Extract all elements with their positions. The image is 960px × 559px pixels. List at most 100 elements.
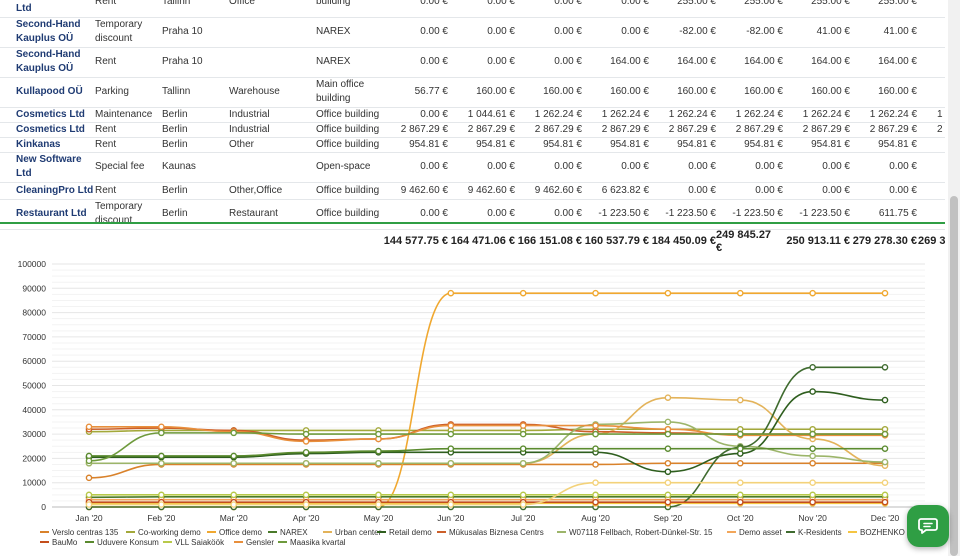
x-tick-label: Jul '20: [511, 513, 536, 523]
company-link[interactable]: CleaningPro Ltd: [16, 182, 94, 199]
data-point: [665, 395, 670, 400]
data-point: [738, 291, 743, 296]
scrollbar-thumb[interactable]: [950, 196, 958, 556]
data-point: [665, 500, 670, 505]
month-amount-cell: 41.00 €: [784, 17, 850, 47]
month-amount-cell: 0.00 €: [784, 182, 850, 199]
data-point: [882, 365, 887, 370]
y-tick-label: 60000: [22, 356, 46, 366]
month-amount-cell: 0.00 €: [516, 152, 582, 182]
chat-icon: [918, 517, 938, 535]
data-point: [448, 461, 453, 466]
company-link[interactable]: Cosmetics Ltd: [16, 107, 94, 122]
month-amount-cell: 2 867.29 €: [851, 122, 917, 137]
building-cell: Main office building: [316, 77, 388, 107]
month-amount-cell: 2: [937, 122, 945, 137]
building-cell: NAREX: [316, 47, 388, 77]
month-amount-cell: 954.81 €: [583, 137, 649, 152]
data-point: [303, 502, 308, 507]
legend-label: Retail demo: [389, 528, 432, 537]
month-amount-cell: 954.81 €: [717, 137, 783, 152]
data-point: [882, 446, 887, 451]
month-amount-cell: 0.00 €: [449, 0, 515, 17]
month-amount-cell: 1 262.24 €: [650, 107, 716, 122]
building-cell: Open-space: [316, 152, 388, 182]
company-link[interactable]: Legal Experts Ltd: [16, 0, 94, 17]
legend-label: Demo asset: [739, 528, 782, 537]
data-point: [448, 492, 453, 497]
data-point: [376, 461, 381, 466]
data-point: [810, 480, 815, 485]
city-cell: Tallinn: [162, 77, 226, 107]
month-amount-cell: 0.00 €: [449, 152, 515, 182]
y-tick-label: 30000: [22, 429, 46, 439]
month-amount-cell: 1 262.24 €: [784, 107, 850, 122]
company-link[interactable]: Kullapood OÜ: [16, 77, 94, 107]
month-amount-cell: 0.00 €: [717, 182, 783, 199]
company-link[interactable]: New Software Ltd: [16, 152, 94, 182]
data-point: [738, 492, 743, 497]
month-amount-cell: 255.00 €: [650, 0, 716, 17]
month-amount-cell: 0.00 €: [382, 107, 448, 122]
company-link[interactable]: Second-Hand Kauplus OÜ: [16, 17, 94, 47]
month-amount-cell: 0.00 €: [382, 152, 448, 182]
month-amount-cell: 2 867.29 €: [449, 122, 515, 137]
month-amount-cell: 0.00 €: [851, 182, 917, 199]
purpose-cell: Special fee: [95, 152, 160, 182]
data-point: [665, 461, 670, 466]
month-amount-cell: 164.00 €: [784, 47, 850, 77]
company-link[interactable]: Kinkanas: [16, 137, 94, 152]
data-point: [738, 432, 743, 437]
city-cell: Praha 10: [162, 17, 226, 47]
month-amount-cell: 255.00 €: [851, 0, 917, 17]
month-amount-cell: 1 262.24 €: [583, 107, 649, 122]
space-type-cell: [229, 152, 313, 182]
data-point: [593, 492, 598, 497]
total-amount: 144 577.75 €: [382, 224, 448, 258]
data-point: [882, 291, 887, 296]
company-link[interactable]: Cosmetics Ltd: [16, 122, 94, 137]
month-amount-cell: 0.00 €: [382, 0, 448, 17]
vertical-scrollbar[interactable]: [948, 0, 960, 556]
total-amount: 250 913.11 €: [784, 224, 850, 258]
data-point: [86, 424, 91, 429]
data-point: [231, 430, 236, 435]
legend-label: BauMo: [52, 538, 78, 547]
month-amount-cell: 255.00 €: [784, 0, 850, 17]
data-point: [593, 462, 598, 467]
legend-label: VLL Saiaköök: [175, 538, 225, 547]
city-cell: Tallinn: [162, 0, 226, 17]
data-point: [810, 291, 815, 296]
legend-label: Maasika kvartal: [290, 538, 346, 547]
company-link[interactable]: Second-Hand Kauplus OÜ: [16, 47, 94, 77]
month-amount-cell: 0.00 €: [449, 17, 515, 47]
month-amount-cell: 0.00 €: [583, 17, 649, 47]
series-line: [89, 367, 885, 507]
month-amount-cell: 56.77 €: [382, 77, 448, 107]
building-cell: Office building: [316, 122, 388, 137]
purpose-cell: Maintenance: [95, 107, 160, 122]
data-point: [303, 450, 308, 455]
data-point: [521, 461, 526, 466]
month-amount-cell: 0.00 €: [583, 0, 649, 17]
x-tick-label: Aug '20: [581, 513, 610, 523]
legend-label: W07118 Fellbach, Robert-Dünkel-Str. 15: [569, 528, 713, 537]
month-amount-cell: 164.00 €: [650, 47, 716, 77]
month-amount-cell: 164.00 €: [851, 47, 917, 77]
y-tick-label: 90000: [22, 283, 46, 293]
chat-button[interactable]: [907, 505, 949, 547]
table-row: Legal Experts LtdRentTallinnOfficebuildi…: [0, 0, 945, 18]
data-point: [593, 500, 598, 505]
totals-row: 144 577.75 €164 471.06 €166 151.08 €160 …: [0, 222, 945, 258]
month-amount-cell: 0.00 €: [650, 152, 716, 182]
data-point: [159, 502, 164, 507]
data-point: [810, 500, 815, 505]
city-cell: Berlin: [162, 137, 226, 152]
